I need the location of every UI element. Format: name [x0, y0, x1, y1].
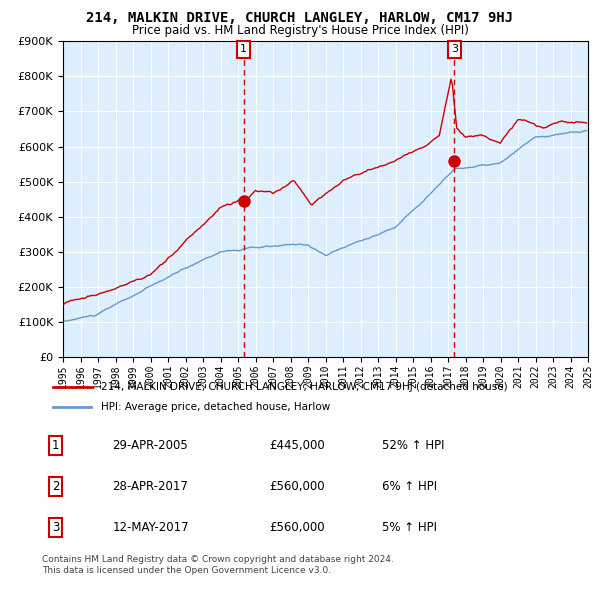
Text: 6% ↑ HPI: 6% ↑ HPI — [382, 480, 437, 493]
Text: 29-APR-2005: 29-APR-2005 — [112, 440, 188, 453]
Text: 3: 3 — [52, 521, 59, 534]
Text: 28-APR-2017: 28-APR-2017 — [112, 480, 188, 493]
Text: 214, MALKIN DRIVE, CHURCH LANGLEY, HARLOW, CM17 9HJ (detached house): 214, MALKIN DRIVE, CHURCH LANGLEY, HARLO… — [101, 382, 508, 392]
Text: 3: 3 — [451, 44, 458, 54]
Text: Price paid vs. HM Land Registry's House Price Index (HPI): Price paid vs. HM Land Registry's House … — [131, 24, 469, 37]
Text: 2: 2 — [52, 480, 59, 493]
Text: HPI: Average price, detached house, Harlow: HPI: Average price, detached house, Harl… — [101, 402, 331, 412]
Text: 52% ↑ HPI: 52% ↑ HPI — [382, 440, 445, 453]
Text: £560,000: £560,000 — [269, 521, 325, 534]
Text: £560,000: £560,000 — [269, 480, 325, 493]
Text: 1: 1 — [240, 44, 247, 54]
Text: 1: 1 — [52, 440, 59, 453]
Text: 5% ↑ HPI: 5% ↑ HPI — [382, 521, 437, 534]
Text: £445,000: £445,000 — [269, 440, 325, 453]
Text: 12-MAY-2017: 12-MAY-2017 — [112, 521, 189, 534]
Text: 214, MALKIN DRIVE, CHURCH LANGLEY, HARLOW, CM17 9HJ: 214, MALKIN DRIVE, CHURCH LANGLEY, HARLO… — [86, 11, 514, 25]
Text: Contains HM Land Registry data © Crown copyright and database right 2024.: Contains HM Land Registry data © Crown c… — [42, 555, 394, 563]
Text: This data is licensed under the Open Government Licence v3.0.: This data is licensed under the Open Gov… — [42, 566, 331, 575]
